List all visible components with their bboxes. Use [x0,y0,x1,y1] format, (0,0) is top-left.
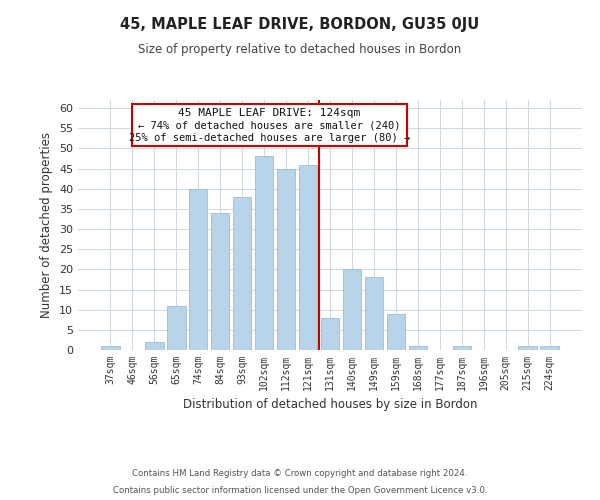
Bar [189,188,208,350]
Bar [145,342,164,350]
Bar [299,164,317,350]
Bar [541,346,559,350]
Bar [409,346,427,350]
Text: Size of property relative to detached houses in Bordon: Size of property relative to detached ho… [139,42,461,56]
Y-axis label: Number of detached properties: Number of detached properties [40,132,53,318]
Bar [518,346,537,350]
Text: 25% of semi-detached houses are larger (80) →: 25% of semi-detached houses are larger (… [129,133,410,143]
Bar [255,156,274,350]
Bar [167,306,185,350]
Bar [277,168,295,350]
Bar [386,314,405,350]
FancyBboxPatch shape [132,104,407,146]
Bar [233,197,251,350]
Bar [211,213,229,350]
Text: ← 74% of detached houses are smaller (240): ← 74% of detached houses are smaller (24… [139,120,401,130]
X-axis label: Distribution of detached houses by size in Bordon: Distribution of detached houses by size … [183,398,477,411]
Text: Contains HM Land Registry data © Crown copyright and database right 2024.: Contains HM Land Registry data © Crown c… [132,468,468,477]
Bar [101,346,119,350]
Bar [343,270,361,350]
Bar [320,318,340,350]
Bar [365,278,383,350]
Bar [452,346,471,350]
Text: 45 MAPLE LEAF DRIVE: 124sqm: 45 MAPLE LEAF DRIVE: 124sqm [178,108,361,118]
Text: Contains public sector information licensed under the Open Government Licence v3: Contains public sector information licen… [113,486,487,495]
Text: 45, MAPLE LEAF DRIVE, BORDON, GU35 0JU: 45, MAPLE LEAF DRIVE, BORDON, GU35 0JU [121,18,479,32]
